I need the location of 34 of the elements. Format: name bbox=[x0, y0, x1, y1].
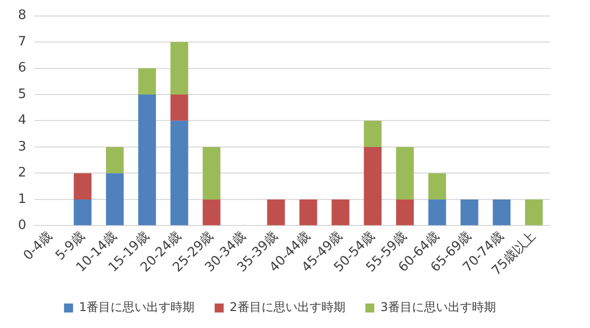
y-tick-label: 7 bbox=[18, 34, 26, 50]
bar bbox=[170, 120, 188, 226]
y-tick-label: 6 bbox=[18, 60, 26, 76]
bar bbox=[396, 146, 414, 200]
bar bbox=[138, 94, 156, 226]
bar bbox=[138, 68, 156, 95]
bar bbox=[299, 199, 318, 226]
bar bbox=[267, 199, 285, 226]
bar bbox=[460, 199, 478, 226]
bar bbox=[332, 199, 350, 226]
legend-label: 1番目に思い出す時期 bbox=[79, 300, 195, 314]
bar bbox=[364, 120, 382, 147]
y-tick-label: 8 bbox=[18, 8, 26, 24]
y-tick-label: 2 bbox=[18, 166, 26, 181]
bar bbox=[106, 173, 124, 226]
bar bbox=[364, 146, 382, 226]
bar bbox=[428, 173, 446, 200]
y-tick-label: 5 bbox=[18, 86, 26, 102]
legend-label: 2番目に思い出す時期 bbox=[230, 300, 346, 314]
y-tick-label: 3 bbox=[18, 139, 26, 154]
bar bbox=[396, 199, 414, 226]
y-tick-label: 4 bbox=[18, 113, 26, 128]
bar bbox=[492, 199, 511, 226]
bar bbox=[170, 94, 188, 121]
bar bbox=[106, 146, 124, 174]
legend-label: 3番目に思い出す時期 bbox=[380, 300, 496, 314]
bar bbox=[525, 199, 543, 226]
bar bbox=[202, 199, 220, 226]
bar bbox=[202, 146, 220, 200]
bar bbox=[74, 199, 92, 226]
y-tick-label: 1 bbox=[18, 192, 26, 207]
bar bbox=[74, 173, 92, 200]
bar bbox=[170, 42, 188, 95]
bar bbox=[428, 199, 446, 226]
